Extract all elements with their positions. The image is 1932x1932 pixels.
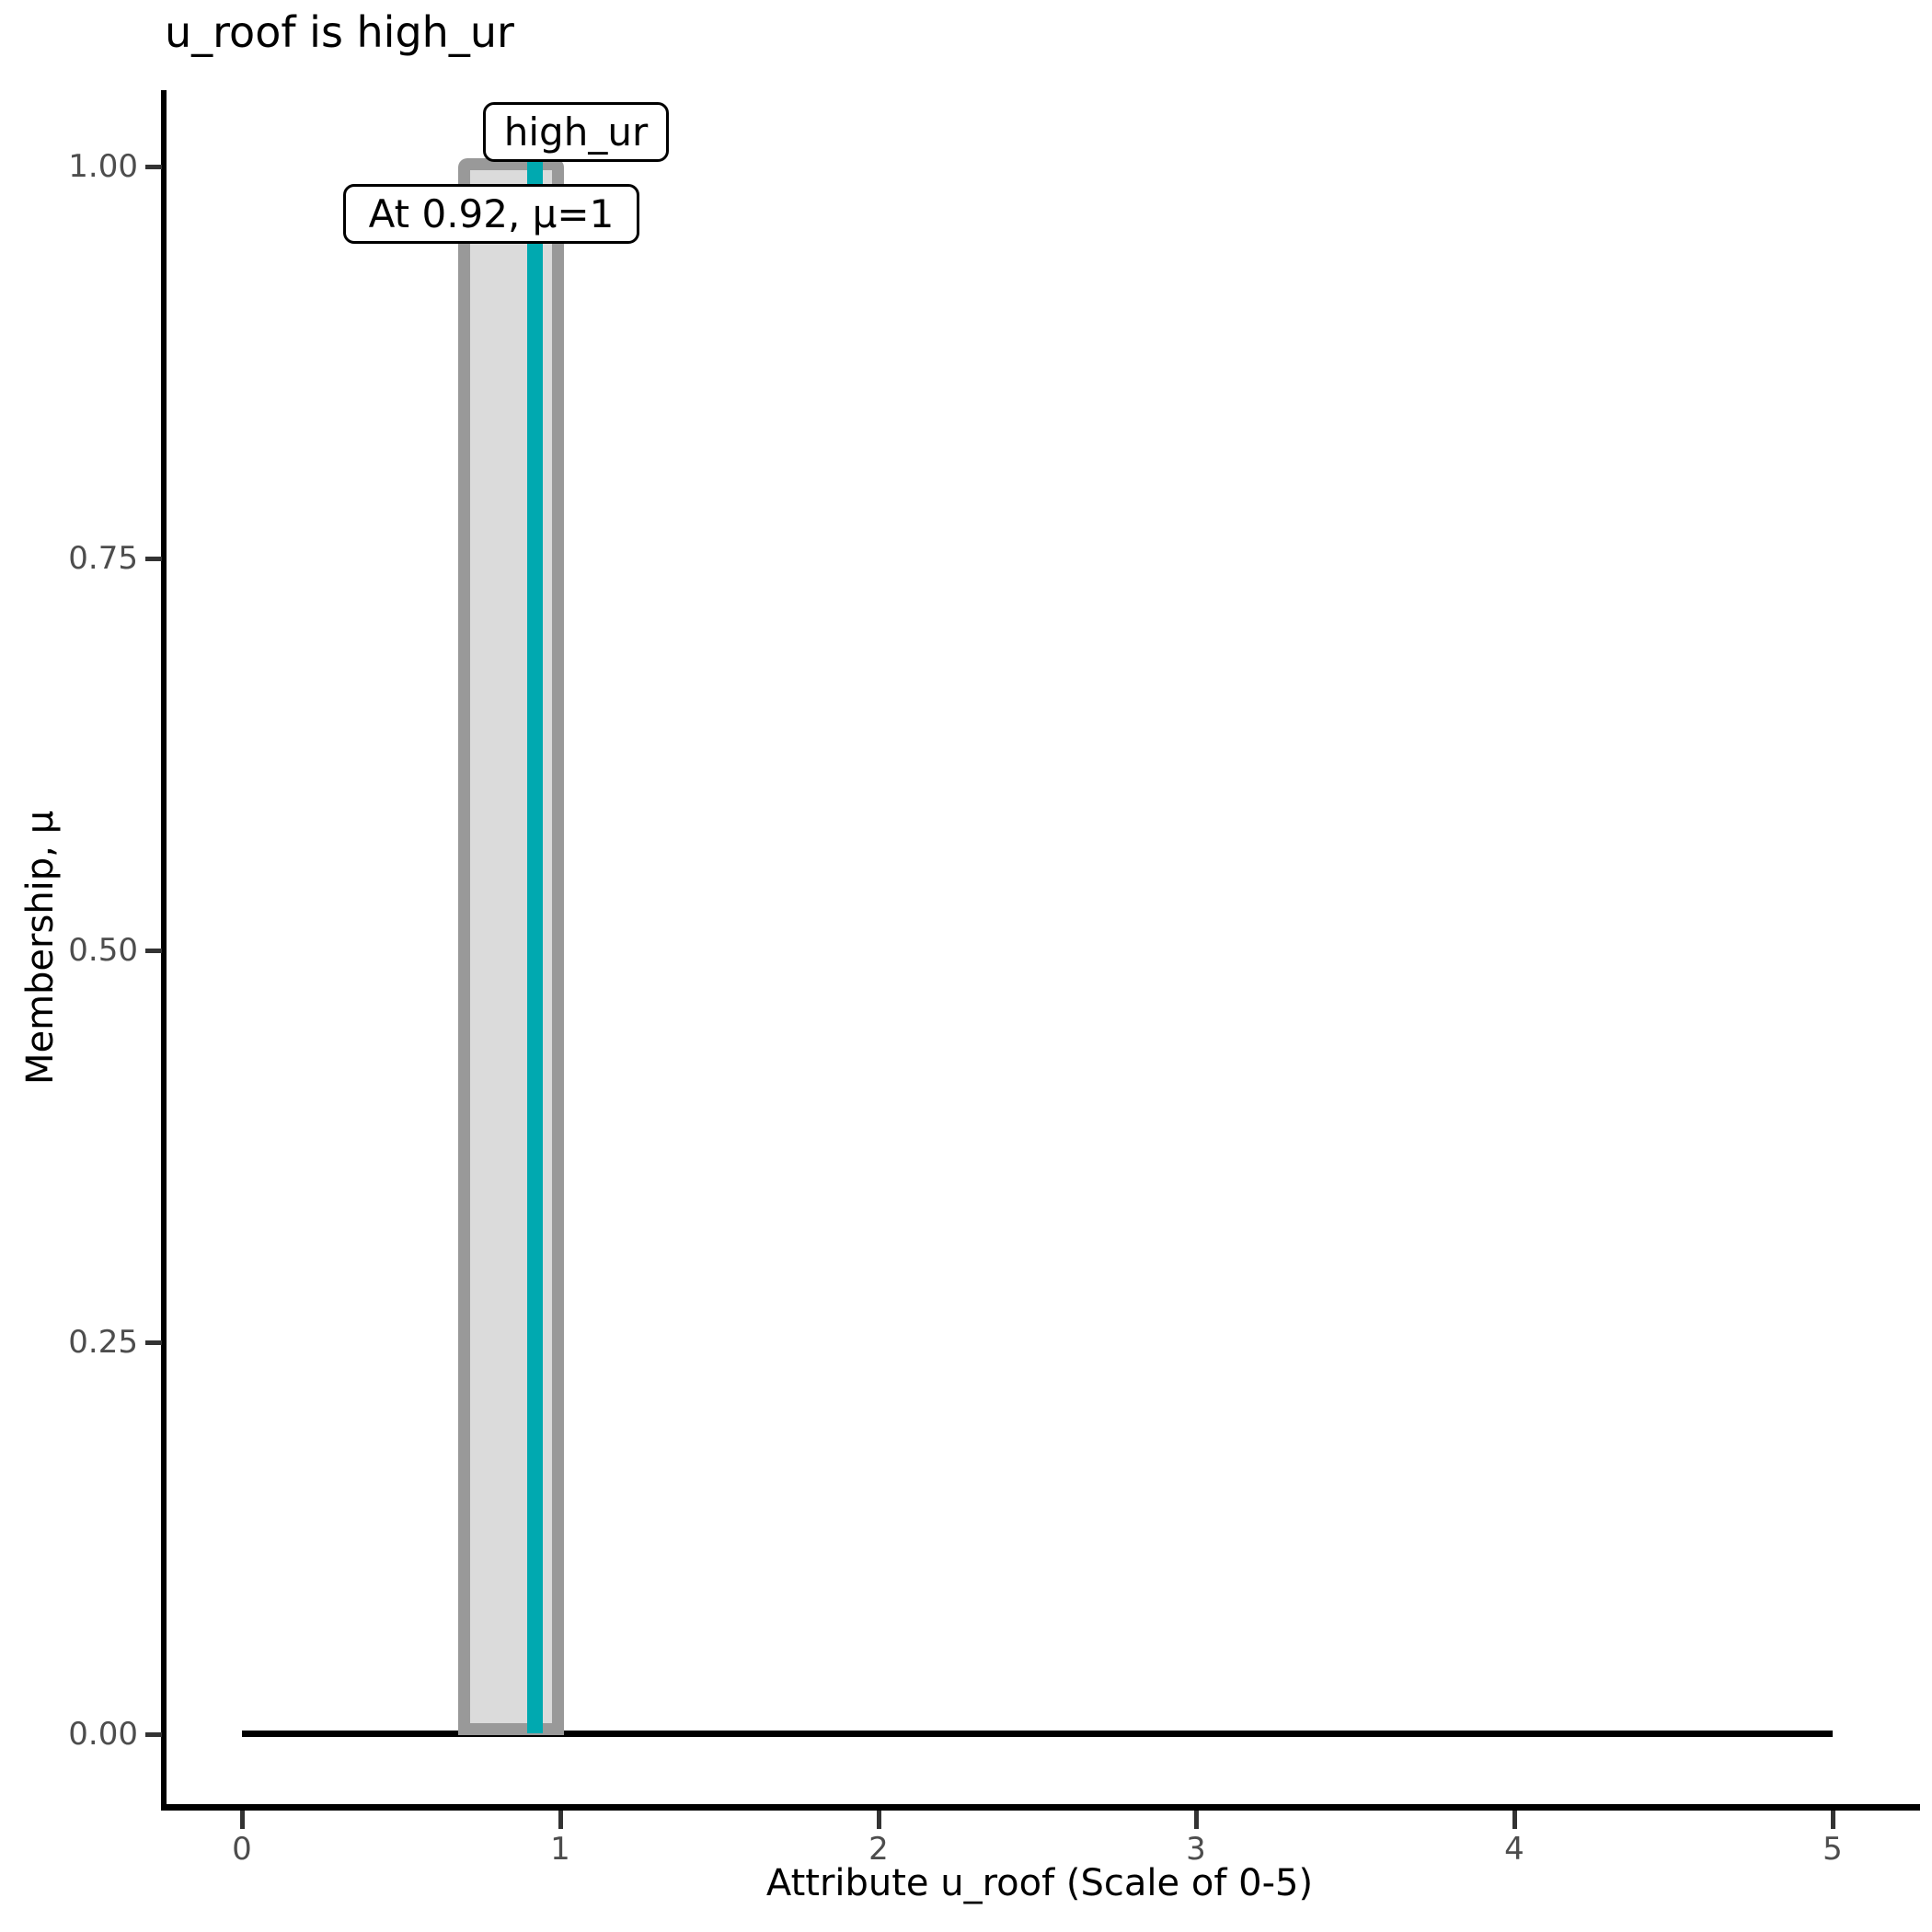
x-tick-5 (1831, 1811, 1835, 1829)
y-tick-0.50 (145, 949, 162, 953)
y-axis-label: Membership, μ (19, 810, 62, 1086)
x-tick-1 (558, 1811, 563, 1829)
x-tick-label-5: 5 (1823, 1831, 1843, 1868)
x-tick-label-3: 3 (1186, 1831, 1206, 1868)
y-tick-label-0.25: 0.25 (68, 1324, 138, 1361)
set-name-annotation-box: high_ur (483, 102, 669, 162)
y-tick-0.25 (145, 1340, 162, 1345)
x-tick-0 (240, 1811, 245, 1829)
x-tick-label-1: 1 (550, 1831, 570, 1868)
crisp-input-line (527, 158, 543, 1733)
set-name-annotation-text: high_ur (503, 109, 649, 155)
x-tick-label-4: 4 (1504, 1831, 1524, 1868)
x-tick-label-0: 0 (232, 1831, 252, 1868)
y-tick-0.00 (145, 1732, 162, 1737)
y-axis-spine (161, 90, 167, 1810)
input-value-annotation-text: At 0.92, μ=1 (368, 191, 615, 236)
y-tick-label-0.00: 0.00 (68, 1716, 138, 1753)
membership-function-rect (458, 158, 564, 1735)
y-tick-label-0.75: 0.75 (68, 540, 138, 577)
x-tick-2 (877, 1811, 881, 1829)
x-tick-4 (1512, 1811, 1517, 1829)
y-tick-1.00 (145, 165, 162, 169)
chart-title: u_roof is high_ur (165, 7, 514, 57)
x-axis-label: Attribute u_roof (Scale of 0-5) (765, 1862, 1314, 1904)
y-tick-label-1.00: 1.00 (68, 148, 138, 185)
x-tick-label-2: 2 (868, 1831, 889, 1868)
y-tick-label-0.50: 0.50 (68, 932, 138, 969)
input-value-annotation-box: At 0.92, μ=1 (343, 184, 639, 244)
x-axis-spine (161, 1804, 1920, 1811)
x-tick-3 (1194, 1811, 1199, 1829)
membership-zero-line (242, 1731, 1833, 1737)
y-tick-0.75 (145, 557, 162, 561)
